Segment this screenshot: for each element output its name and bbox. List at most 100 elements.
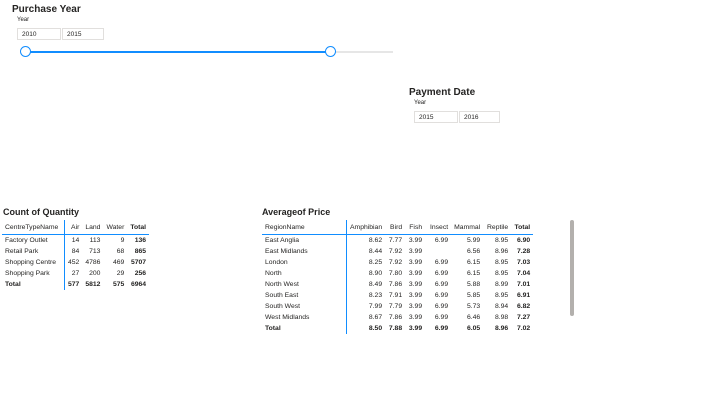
table-cell: 8.23: [368, 292, 383, 299]
table-cell: 3.99: [408, 270, 423, 277]
table-row: Shopping Park 27 200 29 256: [2, 268, 149, 279]
table-cell: Total: [262, 323, 347, 334]
purchase-start-input[interactable]: 2010: [17, 28, 61, 40]
table-cell: 7.86: [388, 281, 403, 288]
table-cell: 7.80: [388, 270, 403, 277]
purchase-year-title: Purchase Year: [12, 4, 81, 15]
price_matrix-total-row: Total 8.50 7.88 3.99 6.99 6.05 8.96 7.02: [262, 323, 533, 334]
table-cell: 8.96: [494, 325, 509, 332]
price_matrix-header-4[interactable]: Insect: [425, 220, 452, 235]
table-cell: 113: [89, 237, 101, 244]
table-cell: 6.82: [516, 303, 531, 310]
table-cell: 7.99: [368, 303, 383, 310]
table-cell: 84: [71, 248, 80, 255]
table-cell: 8.49: [368, 281, 383, 288]
purchase-end-input[interactable]: 2015: [62, 28, 104, 40]
table-cell: West Midlands: [262, 312, 347, 323]
table-row: East Midlands 8.44 7.92 3.99 6.56 8.96 7.28: [262, 246, 533, 257]
table-cell: 200: [89, 270, 101, 277]
payment-date-label: Year: [414, 100, 427, 106]
table-row: South East 8.23 7.91 3.99 6.99 5.85 8.95 6.91: [262, 290, 533, 301]
table-cell: East Anglia: [262, 234, 347, 246]
table-cell: 469: [113, 259, 125, 266]
quantity_matrix-header-1[interactable]: Air: [64, 220, 83, 235]
table-cell: 9: [120, 237, 125, 244]
table-cell: North: [262, 268, 347, 279]
table-cell: 865: [134, 248, 147, 255]
table-cell: 6.99: [434, 259, 449, 266]
table-cell: Shopping Park: [2, 268, 65, 279]
table-cell: 452: [68, 259, 80, 266]
table-row: North West 8.49 7.86 3.99 6.99 5.88 8.99 7.01: [262, 279, 533, 290]
table-cell: South West: [262, 301, 347, 312]
table-row: North 8.90 7.80 3.99 6.99 6.15 8.95 7.04: [262, 268, 533, 279]
quantity_matrix-header-2[interactable]: Land: [82, 220, 104, 235]
table-cell: 7.92: [388, 259, 403, 266]
purchase-range-start-handle[interactable]: [20, 46, 31, 57]
table-cell: 6.99: [434, 237, 449, 244]
table-cell: 6.15: [466, 270, 481, 277]
table-cell: London: [262, 257, 347, 268]
table-cell: 8.44: [368, 248, 383, 255]
table-cell: 6.99: [434, 303, 449, 310]
price_matrix-header-5[interactable]: Mammal: [451, 220, 484, 235]
table-cell: 8.95: [494, 270, 509, 277]
table-cell: 68: [116, 248, 125, 255]
quantity_matrix-total-row: Total 577 5812 575 6964: [2, 279, 149, 290]
table-cell: 6.99: [434, 270, 449, 277]
table-cell: 7.02: [516, 325, 531, 332]
table-cell: 6964: [130, 281, 147, 288]
payment-date-title: Payment Date: [409, 87, 476, 98]
price_matrix-header-7[interactable]: Total: [511, 220, 534, 235]
table-cell: 3.99: [408, 237, 423, 244]
table-cell: 136: [134, 237, 147, 244]
price_matrix-header-2[interactable]: Bird: [385, 220, 406, 235]
table-cell: 7.01: [516, 281, 531, 288]
table-cell: 8.96: [494, 248, 509, 255]
table-cell: 7.79: [388, 303, 403, 310]
price_matrix-header-0[interactable]: RegionName: [262, 220, 347, 235]
purchase-range-end-handle[interactable]: [324, 46, 336, 57]
table-cell: 7.92: [388, 248, 403, 255]
table-cell: 5.73: [466, 303, 481, 310]
table-cell: 6.15: [466, 259, 481, 266]
table-cell: 7.86: [388, 314, 403, 321]
table-cell: 3.99: [408, 314, 423, 321]
table-cell: 6.91: [516, 292, 531, 299]
table-cell: 6.46: [466, 314, 481, 321]
table-cell: 6.99: [434, 325, 449, 332]
table-row: London 8.25 7.92 3.99 6.99 6.15 8.95 7.03: [262, 257, 533, 268]
table-cell: 8.62: [368, 237, 383, 244]
table-cell: Total: [2, 279, 65, 290]
table-cell: North West: [262, 279, 347, 290]
table-cell: Shopping Centre: [2, 257, 65, 268]
table-cell: 8.98: [494, 314, 509, 321]
table-cell: 8.95: [494, 259, 509, 266]
table-cell: 5707: [130, 259, 147, 266]
table-cell: 6.99: [434, 292, 449, 299]
price_matrix-header-6[interactable]: Reptile: [483, 220, 512, 235]
payment-end-input[interactable]: 2016: [459, 111, 500, 123]
table-cell: 7.03: [516, 259, 531, 266]
quantity_matrix-header-0[interactable]: CentreTypeName: [2, 220, 65, 235]
price-matrix-scrollbar[interactable]: [570, 220, 574, 316]
table-cell: 575: [113, 281, 125, 288]
table-cell: 3.99: [408, 292, 423, 299]
quantity_matrix-header-4[interactable]: Total: [127, 220, 150, 235]
table-cell: 6.99: [434, 281, 449, 288]
quantity_matrix-header-3[interactable]: Water: [103, 220, 128, 235]
table-cell: 7.04: [516, 270, 531, 277]
table-cell: 577: [68, 281, 80, 288]
purchase-range-fill: [26, 51, 331, 53]
table-cell: 7.88: [388, 325, 403, 332]
table-cell: 8.99: [494, 281, 509, 288]
table-cell: 8.95: [494, 237, 509, 244]
table-cell: [425, 246, 451, 257]
table-cell: 8.67: [368, 314, 383, 321]
table-cell: 713: [89, 248, 101, 255]
payment-start-input[interactable]: 2015: [414, 111, 458, 123]
price_matrix-header-1[interactable]: Amphibian: [346, 220, 386, 235]
table-cell: 3.99: [408, 259, 423, 266]
price_matrix-header-3[interactable]: Fish: [405, 220, 426, 235]
table-cell: 8.50: [368, 325, 383, 332]
